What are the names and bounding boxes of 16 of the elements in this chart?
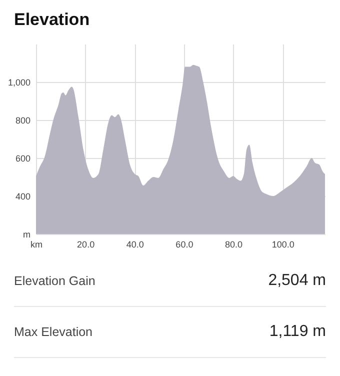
y-tick-label: m [23,230,30,240]
text: Max Elevation [14,325,93,339]
x-tick-label: 100.0 [272,240,294,250]
text: Elevation Gain [14,274,96,288]
y-tick-label: 1,000 [8,78,30,88]
x-tick-label: 60.0 [176,240,194,250]
text: 1,119 m [269,323,326,341]
y-tick-label: 400 [15,192,30,202]
y-tick-label: 800 [15,116,30,126]
y-tick-label: 600 [15,154,30,164]
text: 2,504 m [268,272,326,290]
x-tick-label: 40.0 [126,240,144,250]
chart-title: Elevation [13,9,91,31]
x-tick-label: 80.0 [225,240,243,250]
x-tick-label: 20.0 [77,240,95,250]
x-tick-label: km [30,240,42,250]
